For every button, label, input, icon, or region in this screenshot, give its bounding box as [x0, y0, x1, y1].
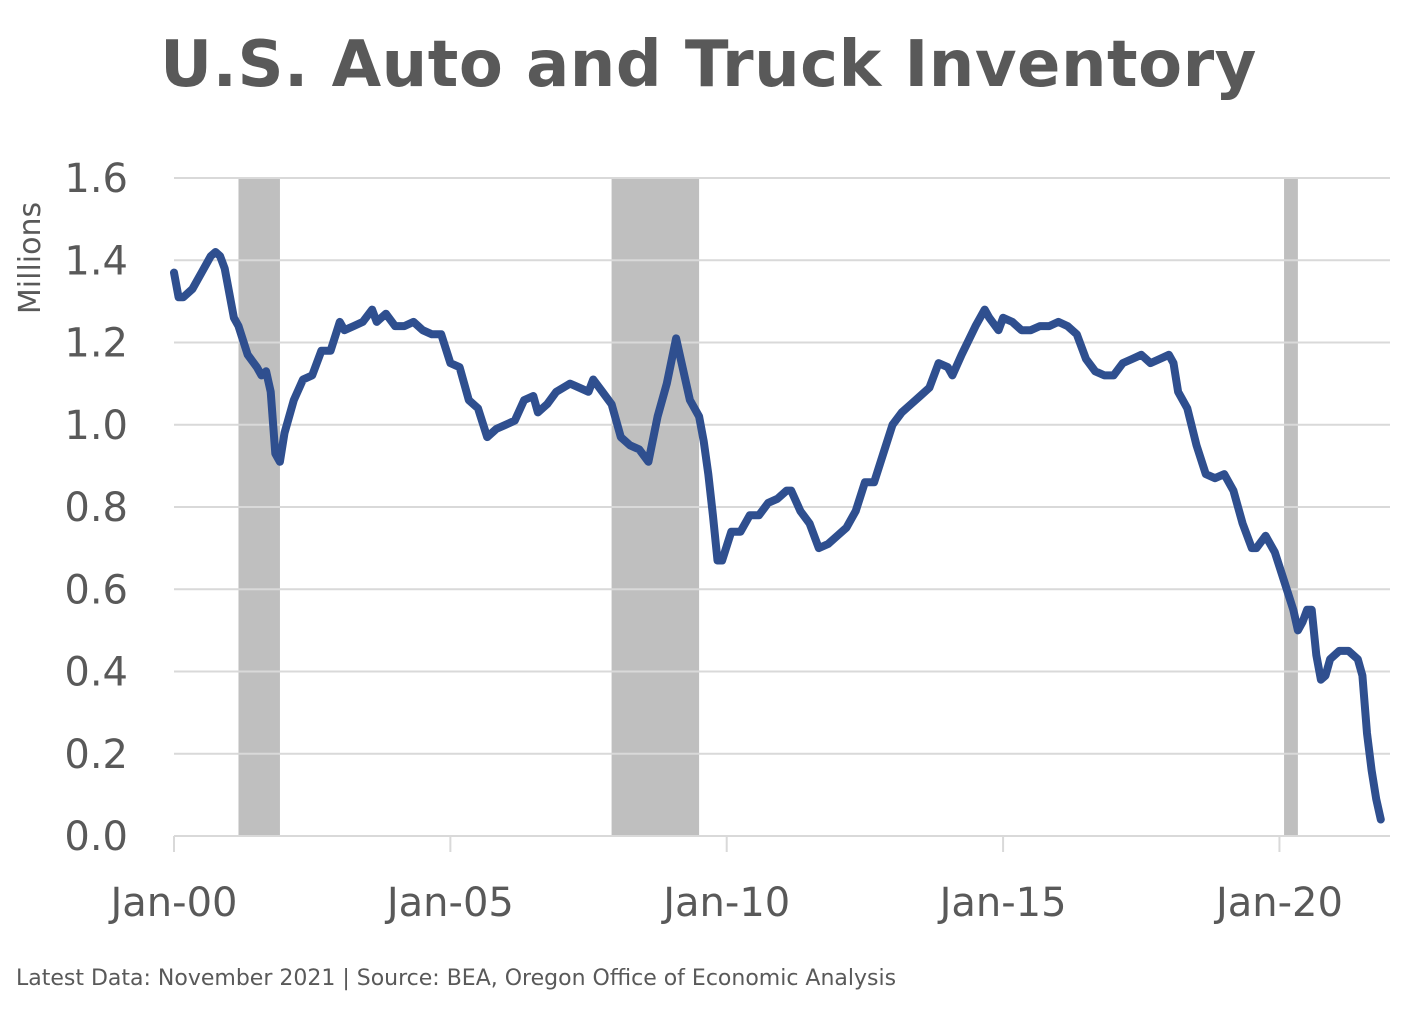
y-axis-label: Millions: [13, 202, 48, 314]
y-tick-label: 0.4: [64, 650, 128, 696]
y-tick-label: 1.2: [64, 321, 128, 367]
y-tick-label: 0.8: [64, 485, 128, 531]
series-line-inventory: [170, 248, 1385, 824]
y-tick-label: 1.0: [64, 403, 128, 449]
x-tick-label: Jan-00: [108, 880, 238, 926]
x-tick-label: Jan-05: [384, 880, 514, 926]
footer-note: Latest Data: November 2021 | Source: BEA…: [16, 966, 897, 991]
x-tick-label: Jan-20: [1213, 880, 1343, 926]
y-tick-label: 0.6: [64, 567, 128, 613]
y-tick-label: 0.0: [64, 814, 128, 860]
series-layer: [170, 248, 1385, 824]
x-tick-label: Jan-15: [937, 880, 1067, 926]
y-tick-label: 0.2: [64, 732, 128, 778]
x-tick-label: Jan-10: [660, 880, 790, 926]
grid-lines: [174, 177, 1390, 755]
y-tick-label: 1.4: [64, 238, 128, 284]
chart-title: U.S. Auto and Truck Inventory: [160, 28, 1257, 102]
axes: 0.0 0.2 0.4 0.6 0.8 1.0 1.2 1.4 1.6 Jan-00 Jan-05 J…: [64, 156, 1390, 926]
y-tick-label: 1.6: [64, 156, 128, 202]
